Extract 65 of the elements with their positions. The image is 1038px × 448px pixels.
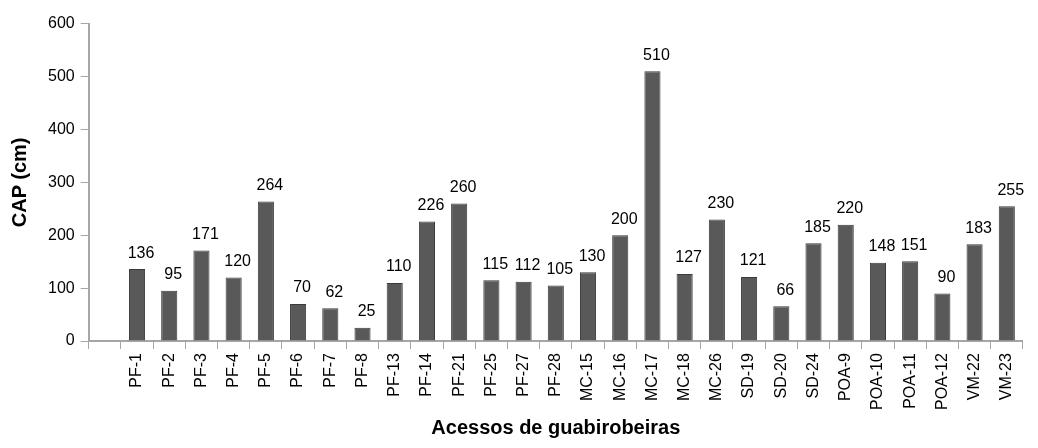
data-label: 260 (449, 177, 477, 195)
data-label: 105 (546, 259, 574, 277)
x-tick-label: POA-11 (900, 352, 918, 409)
x-tick-label: MC-16 (610, 352, 628, 402)
y-axis-title: CAP (cm) (7, 137, 30, 228)
data-label: 255 (997, 180, 1025, 198)
x-tick-label: MC-15 (578, 352, 596, 402)
data-label: 171 (192, 225, 219, 243)
x-tick-label: PF-6 (288, 352, 306, 388)
x-tick-label: PF-7 (320, 352, 338, 388)
x-tick-label: PF-3 (191, 352, 209, 388)
x-tick-label: PF-5 (256, 352, 274, 388)
data-label: 127 (675, 248, 703, 266)
x-tick-label: PF-13 (385, 352, 403, 397)
x-tick-label: PF-8 (352, 352, 370, 388)
x-tick-label: POA-12 (932, 352, 950, 411)
x-tick-label: SD-20 (771, 352, 789, 399)
y-tick-label: 300 (47, 172, 75, 190)
x-tick-label: POA-10 (868, 352, 886, 411)
data-label: 66 (776, 280, 795, 298)
x-tick-label: PF-28 (546, 352, 564, 397)
y-tick-label: 0 (65, 331, 75, 349)
x-tick-label: MC-18 (675, 352, 693, 402)
data-label: 183 (965, 218, 993, 236)
x-tick-label: PF-2 (159, 352, 177, 388)
data-label: 151 (900, 235, 928, 253)
data-label: 90 (937, 267, 956, 285)
x-tick-label: SD-19 (739, 352, 757, 399)
data-label: 226 (417, 195, 445, 213)
x-tick-label: VM-22 (964, 352, 982, 401)
x-axis-title: Acessos de guabirobeiras (431, 415, 681, 438)
x-tick-label: PF-14 (417, 352, 435, 397)
y-tick-label: 600 (47, 14, 75, 32)
x-tick-label: VM-23 (997, 352, 1015, 401)
x-tick-label: MC-17 (642, 352, 660, 402)
data-label: 120 (224, 251, 252, 269)
data-label: 264 (256, 175, 284, 193)
x-tick-label: PF-1 (127, 352, 145, 388)
x-tick-label: SD-24 (803, 352, 821, 399)
y-tick-label: 100 (47, 278, 75, 296)
y-tick-label: 500 (47, 66, 75, 84)
x-tick-label: MC-26 (707, 352, 725, 402)
data-label: 510 (643, 45, 670, 63)
data-label: 115 (482, 254, 509, 272)
y-tick-label: 400 (47, 119, 75, 137)
data-label: 130 (578, 246, 606, 264)
x-tick-label: PF-27 (513, 352, 531, 397)
data-label: 62 (325, 282, 344, 300)
x-tick-label: PF-4 (224, 352, 242, 388)
data-label: 121 (739, 251, 767, 269)
data-label: 112 (514, 256, 541, 274)
data-label: 220 (836, 199, 864, 217)
x-tick-label: PF-25 (481, 352, 499, 397)
data-label: 70 (293, 278, 312, 296)
data-label: 25 (357, 302, 376, 320)
data-label: 230 (707, 193, 735, 211)
data-label: 200 (610, 209, 638, 227)
x-tick-label: POA-9 (836, 352, 854, 402)
x-tick-label: PF-21 (449, 352, 467, 397)
data-label: 148 (868, 237, 896, 255)
data-label: 95 (164, 265, 183, 283)
data-label: 110 (385, 257, 412, 275)
y-tick-label: 200 (47, 225, 75, 243)
data-label: 136 (127, 243, 155, 261)
data-label: 185 (804, 217, 831, 235)
